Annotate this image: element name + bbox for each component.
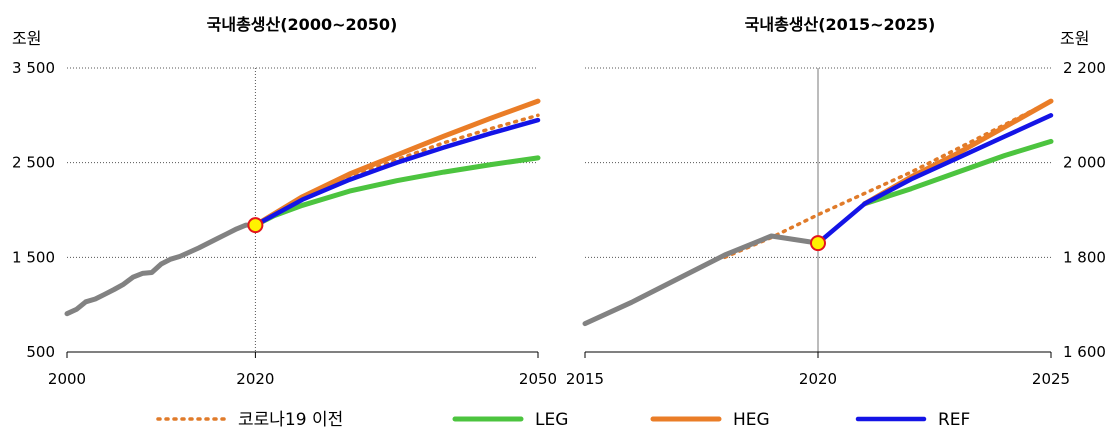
legend-label-heg: HEG xyxy=(733,410,770,430)
y-tick-label: 1 800 xyxy=(1063,248,1106,266)
legend-label-ref: REF xyxy=(938,410,970,430)
right-chart-title: 국내총생산(2015~2025) xyxy=(745,15,936,34)
series-line-hist xyxy=(582,233,821,327)
y-tick-label: 3 500 xyxy=(12,59,55,77)
y-tick-label: 500 xyxy=(26,343,55,361)
y-tick-label: 1 600 xyxy=(1063,343,1106,361)
series-line-leg xyxy=(862,138,1054,207)
legend-label-pre: 코로나19 이전 xyxy=(238,410,343,430)
x-tick-label: 2020 xyxy=(799,370,837,388)
left-chart-title: 국내총생산(2000~2050) xyxy=(207,15,398,34)
right-y-unit-label: 조원 xyxy=(1060,29,1089,48)
x-tick-label: 2000 xyxy=(48,370,86,388)
x-tick-label: 2025 xyxy=(1032,370,1070,388)
series-line-hist xyxy=(64,222,258,317)
y-tick-label: 1 500 xyxy=(12,248,55,266)
x-tick-label: 2020 xyxy=(236,370,274,388)
marker-point xyxy=(810,235,826,252)
chart-legend: 코로나19 이전 LEG HEG REF xyxy=(156,410,970,430)
left-y-unit-label: 조원 xyxy=(12,29,41,48)
x-tick-label: 2015 xyxy=(566,370,604,388)
y-tick-label: 2 200 xyxy=(1063,59,1106,77)
series-line-heg xyxy=(252,98,541,228)
y-tick-label: 2 500 xyxy=(12,154,55,172)
right-chart-panel: 1 600 1 800 2 000 2 200 2015 2020 2025 xyxy=(566,59,1106,388)
series-line-ref xyxy=(815,113,1054,246)
series-line-pre xyxy=(723,99,1053,260)
marker-point xyxy=(247,217,264,234)
y-tick-label: 2 000 xyxy=(1063,154,1106,172)
series-line-ref xyxy=(253,117,541,228)
series-line-leg xyxy=(252,155,541,228)
left-chart-panel: 500 1 500 2 500 3 500 2000 2020 2050 xyxy=(12,59,557,388)
legend-label-leg: LEG xyxy=(535,410,568,430)
x-tick-label: 2050 xyxy=(519,370,557,388)
